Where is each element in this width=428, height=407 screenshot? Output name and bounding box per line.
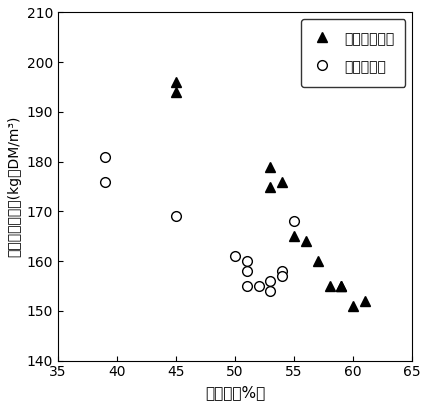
X-axis label: 含水率（%）: 含水率（%） <box>205 385 265 400</box>
Y-axis label: 乾物見掛け密度(kg・DM/m³): 乾物見掛け密度(kg・DM/m³) <box>7 116 21 257</box>
あきたこまち <box>268 184 273 189</box>
べこあおば <box>173 214 178 219</box>
あきたこまち <box>291 234 297 239</box>
べこあおば <box>280 274 285 278</box>
べこあおば <box>256 284 261 289</box>
あきたこまち <box>363 298 368 303</box>
あきたこまち <box>351 304 356 309</box>
Legend: あきたこまち, べこあおば: あきたこまち, べこあおば <box>301 20 405 87</box>
べこあおば <box>244 259 250 264</box>
べこあおば <box>291 219 297 224</box>
べこあおば <box>103 179 108 184</box>
あきたこまち <box>339 284 344 289</box>
あきたこまち <box>303 239 309 244</box>
べこあおば <box>268 279 273 284</box>
べこあおば <box>280 269 285 274</box>
Line: べこあおば: べこあおば <box>100 152 299 296</box>
べこあおば <box>103 154 108 159</box>
あきたこまち <box>173 90 178 94</box>
あきたこまち <box>173 80 178 85</box>
あきたこまち <box>268 164 273 169</box>
あきたこまち <box>327 284 332 289</box>
Line: あきたこまち: あきたこまち <box>171 77 370 311</box>
あきたこまち <box>280 179 285 184</box>
べこあおば <box>244 269 250 274</box>
べこあおば <box>232 254 238 258</box>
あきたこまち <box>315 259 320 264</box>
あきたこまち <box>339 284 344 289</box>
べこあおば <box>268 289 273 293</box>
べこあおば <box>244 284 250 289</box>
